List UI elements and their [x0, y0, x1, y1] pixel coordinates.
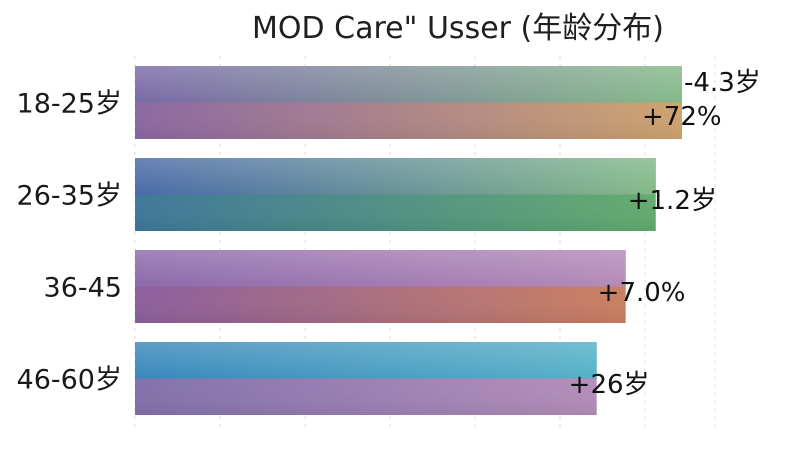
chart-title: MOD Care" Usser (年龄分布)	[252, 11, 664, 46]
data-label-1-b: +72%	[642, 102, 722, 132]
bar-1	[135, 66, 682, 139]
category-label-4: 46-60岁	[17, 365, 122, 396]
bars	[135, 66, 682, 415]
data-label-1-a: -4.3岁	[684, 68, 761, 98]
bar-2	[135, 158, 656, 231]
bar-4	[135, 342, 597, 415]
data-label-4: +26岁	[569, 370, 650, 400]
category-label-2: 26-35岁	[17, 181, 122, 212]
category-labels: 18-25岁 26-35岁 36-45 46-60岁	[17, 89, 122, 396]
category-label-1: 18-25岁	[17, 89, 122, 120]
category-label-3: 36-45	[44, 273, 122, 304]
data-labels: -4.3岁 +72% +1.2岁 +7.0% +26岁	[569, 68, 761, 400]
data-label-3: +7.0%	[598, 278, 686, 308]
data-label-2: +1.2岁	[628, 186, 717, 216]
grid-lines	[134, 56, 716, 430]
bar-3	[135, 250, 626, 323]
